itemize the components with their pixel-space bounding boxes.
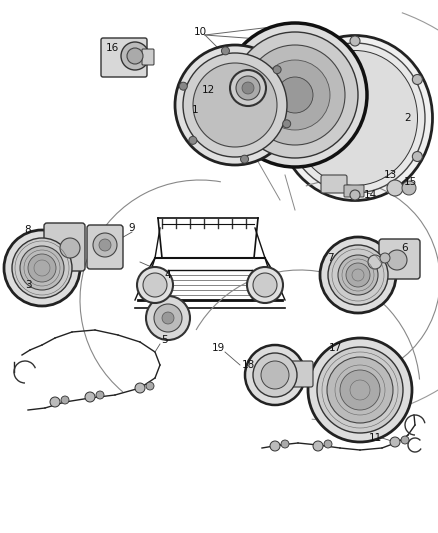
Circle shape <box>99 239 111 251</box>
Circle shape <box>328 245 388 305</box>
Circle shape <box>179 82 187 90</box>
Text: 15: 15 <box>403 177 417 187</box>
Text: 12: 12 <box>201 85 215 95</box>
Circle shape <box>146 382 154 390</box>
Circle shape <box>245 45 345 145</box>
Circle shape <box>338 255 378 295</box>
FancyBboxPatch shape <box>321 175 347 193</box>
Text: 5: 5 <box>162 335 168 345</box>
Circle shape <box>137 267 173 303</box>
Circle shape <box>93 233 117 257</box>
Circle shape <box>387 180 403 196</box>
FancyBboxPatch shape <box>291 361 313 387</box>
Circle shape <box>247 267 283 303</box>
FancyBboxPatch shape <box>101 38 147 77</box>
Text: 10: 10 <box>194 27 207 37</box>
Circle shape <box>350 190 360 200</box>
Circle shape <box>412 151 422 161</box>
Circle shape <box>317 347 403 433</box>
Circle shape <box>222 47 230 55</box>
Circle shape <box>327 357 393 423</box>
Text: 3: 3 <box>25 280 31 290</box>
Circle shape <box>402 181 416 195</box>
Circle shape <box>245 345 305 405</box>
Circle shape <box>236 76 260 100</box>
FancyBboxPatch shape <box>379 239 420 279</box>
Circle shape <box>230 70 266 106</box>
Circle shape <box>50 397 60 407</box>
Circle shape <box>28 254 56 282</box>
Circle shape <box>313 441 323 451</box>
Circle shape <box>60 238 80 258</box>
Text: 19: 19 <box>212 343 225 353</box>
Circle shape <box>175 45 295 165</box>
Circle shape <box>308 338 412 442</box>
FancyBboxPatch shape <box>344 185 364 197</box>
Circle shape <box>277 77 313 113</box>
Circle shape <box>183 53 287 157</box>
Circle shape <box>350 36 360 46</box>
Text: 11: 11 <box>368 433 381 443</box>
Circle shape <box>387 250 407 270</box>
Circle shape <box>146 296 190 340</box>
FancyBboxPatch shape <box>87 225 123 269</box>
Circle shape <box>346 263 370 287</box>
Text: 7: 7 <box>327 253 333 263</box>
Circle shape <box>121 42 149 70</box>
Circle shape <box>273 66 281 74</box>
Circle shape <box>223 23 367 167</box>
Circle shape <box>340 370 380 410</box>
Circle shape <box>253 353 297 397</box>
Text: 6: 6 <box>402 243 408 253</box>
Circle shape <box>412 75 422 85</box>
Circle shape <box>270 441 280 451</box>
Circle shape <box>261 361 289 389</box>
Text: 2: 2 <box>405 113 411 123</box>
Text: 13: 13 <box>383 170 397 180</box>
Circle shape <box>380 253 390 263</box>
Text: 4: 4 <box>165 270 171 280</box>
Circle shape <box>232 32 358 158</box>
Circle shape <box>242 82 254 94</box>
Circle shape <box>401 436 409 444</box>
Circle shape <box>283 120 291 128</box>
Circle shape <box>154 304 182 332</box>
Circle shape <box>240 155 248 163</box>
Ellipse shape <box>278 36 432 200</box>
Circle shape <box>253 273 277 297</box>
Ellipse shape <box>293 51 417 185</box>
Text: 1: 1 <box>192 105 198 115</box>
Ellipse shape <box>285 43 425 193</box>
Circle shape <box>20 246 64 290</box>
Circle shape <box>281 440 289 448</box>
Circle shape <box>96 391 104 399</box>
Circle shape <box>288 75 298 85</box>
Circle shape <box>12 238 72 298</box>
Circle shape <box>127 48 143 64</box>
Circle shape <box>4 230 80 306</box>
Circle shape <box>368 255 382 269</box>
Circle shape <box>324 440 332 448</box>
Circle shape <box>193 63 277 147</box>
Text: 17: 17 <box>328 343 342 353</box>
Text: 18: 18 <box>241 360 254 370</box>
Circle shape <box>135 383 145 393</box>
FancyBboxPatch shape <box>44 223 85 271</box>
Circle shape <box>61 396 69 404</box>
Circle shape <box>288 151 298 161</box>
Text: 8: 8 <box>25 225 31 235</box>
Circle shape <box>390 437 400 447</box>
Text: 9: 9 <box>129 223 135 233</box>
Circle shape <box>162 312 174 324</box>
Circle shape <box>85 392 95 402</box>
Text: 14: 14 <box>364 190 377 200</box>
FancyBboxPatch shape <box>142 49 154 65</box>
Circle shape <box>143 273 167 297</box>
Circle shape <box>260 60 330 130</box>
Text: 16: 16 <box>106 43 119 53</box>
Circle shape <box>320 237 396 313</box>
Circle shape <box>189 136 197 144</box>
